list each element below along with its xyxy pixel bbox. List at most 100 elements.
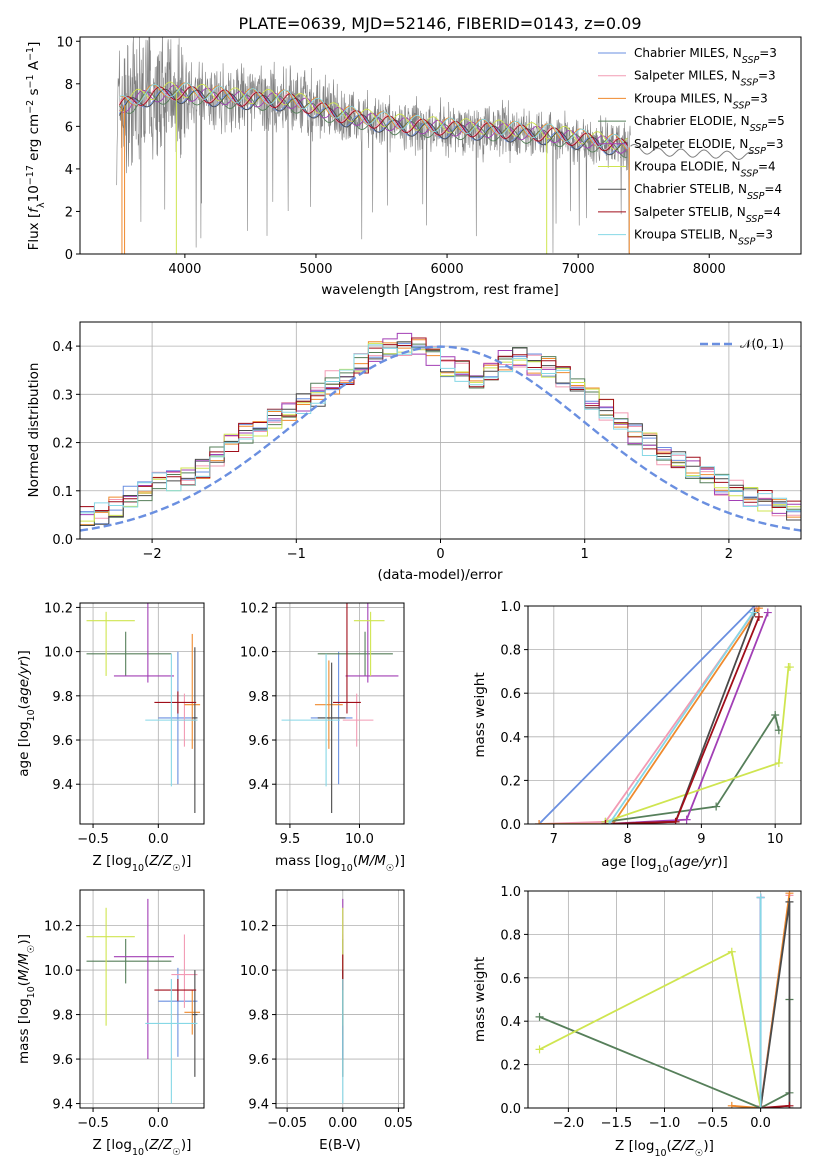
plot-area <box>86 603 201 813</box>
y-tick-label: 0.6 <box>500 687 521 702</box>
y-tick-label: 10.0 <box>44 646 73 661</box>
plot-area <box>116 37 754 254</box>
y-tick-label: 8 <box>65 78 73 93</box>
y-tick-label: 9.6 <box>248 734 269 749</box>
axes-frame <box>79 321 802 540</box>
label-part: )] <box>394 853 405 869</box>
label-part: =3 <box>758 69 776 83</box>
label-part: age/yr <box>16 659 32 704</box>
x-tick-label: −1 <box>287 547 306 562</box>
label-part: )] <box>16 650 32 661</box>
y-tick-label: 10.0 <box>44 964 73 979</box>
x-tick-label: 1 <box>581 547 589 562</box>
label-part: Z/Z <box>671 1138 696 1154</box>
plot-area <box>86 898 201 1104</box>
y-tick-label: 0.0 <box>500 818 521 833</box>
label-part: SSP <box>742 55 760 66</box>
figure-title: PLATE=0639, MJD=52146, FIBERID=0143, z=0… <box>238 14 641 33</box>
panel-mass-weight-vs-Z: −2.0 −1.5 −1.0 −0.5 0.0 0.0 0.2 0.4 0.6 0.8 1.0 Z [… <box>472 885 802 1159</box>
x-tick-label: 4000 <box>168 262 201 277</box>
x-tick-label: 6000 <box>431 262 464 277</box>
label-part: ( <box>16 704 32 709</box>
weight-line-0 <box>538 606 756 824</box>
legend-label-7: Salpeter STELIB, NSSP=4 <box>634 205 781 225</box>
legend-label-6: Chabrier STELIB, NSSP=4 <box>634 182 782 202</box>
model-line-7 <box>118 86 628 152</box>
gaussian-curve <box>80 345 801 532</box>
label-part: =4 <box>764 182 782 196</box>
x-axis-label: (data-model)/error <box>377 567 503 583</box>
x-tick-label: 7 <box>550 832 558 847</box>
weight-marker-3 <box>535 1012 544 1021</box>
x-tick-label: 9.5 <box>280 832 301 847</box>
y-tick-label: 0.4 <box>500 1015 521 1030</box>
weight-marker-2 <box>727 1101 736 1108</box>
y-tick-label: 9.6 <box>248 1053 269 1068</box>
label-part: =3 <box>755 228 773 242</box>
y-axis-label: mass [log10(M/M☉)] <box>16 934 37 1064</box>
weight-line-8 <box>608 612 754 824</box>
y-tick-label: 1.0 <box>500 600 521 615</box>
x-tick-label: 0.0 <box>148 832 169 847</box>
x-axis-label: Z [log10(Z/Z☉)] <box>93 1137 192 1158</box>
legend-label-gaussian: 𝒩(0, 1) <box>740 337 784 351</box>
label-part: ( <box>353 853 358 869</box>
legend-label-1: Salpeter MILES, NSSP=3 <box>634 69 776 89</box>
axes-frame <box>275 602 405 825</box>
y-axis-label: age [log10(age/yr)] <box>16 650 37 776</box>
panel-age-vs-mass: 9.5 10.0 9.4 9.6 9.8 10.0 10.2 mass [log10(M/M☉… <box>240 601 405 874</box>
label-part: ( <box>16 981 32 986</box>
weight-line-2 <box>539 607 760 824</box>
weight-marker-8 <box>749 608 758 617</box>
label-part: Kroupa MILES, N <box>634 91 733 105</box>
legend-label-8: Kroupa STELIB, NSSP=3 <box>634 228 773 248</box>
plot-area <box>80 332 801 532</box>
model-line-2 <box>119 82 628 151</box>
y-tick-label: 10.2 <box>44 601 73 616</box>
y-tick-label: 9.8 <box>52 690 73 705</box>
y-tick-label: 0.2 <box>500 774 521 789</box>
label-part: =3 <box>759 46 777 60</box>
label-part: M/M <box>358 853 386 869</box>
x-tick-label: 8000 <box>693 262 726 277</box>
y-tick-label: 9.8 <box>52 1009 73 1024</box>
y-tick-label: 2 <box>65 205 73 220</box>
y-tick-label: 0.3 <box>52 388 73 403</box>
label-part: SSP <box>741 77 759 88</box>
panel-mass-vs-EBV: −0.05 0.00 0.05 9.4 9.6 9.8 10.0 10.2 E(B-V) <box>240 889 413 1153</box>
histogram-step-8 <box>80 344 801 514</box>
weight-marker-2 <box>785 891 794 898</box>
spectrum-data-tail <box>630 143 754 160</box>
label-part: SSP <box>733 100 751 111</box>
weight-marker-7 <box>601 820 610 824</box>
label-part: −2 <box>25 100 36 114</box>
x-axis-label: mass [log10(M/M☉)] <box>275 853 405 874</box>
y-tick-label: 4 <box>65 163 73 178</box>
label-part: 10 <box>132 863 144 874</box>
y-tick-label: 10.0 <box>240 964 269 979</box>
y-tick-label: 0.0 <box>500 1102 521 1117</box>
label-part: ☉ <box>695 1148 704 1159</box>
model-line-8 <box>119 82 628 150</box>
weight-marker-7 <box>754 612 763 621</box>
label-part: =4 <box>763 205 781 219</box>
weight-marker-5 <box>535 1045 544 1054</box>
y-tick-label: 0.1 <box>52 485 73 500</box>
label-part: age/yr <box>674 854 719 870</box>
label-part: SSP <box>746 213 764 224</box>
y-tick-label: 1.0 <box>500 885 521 900</box>
label-part: SSP <box>741 168 759 179</box>
y-tick-label: 9.4 <box>248 1098 269 1113</box>
y-tick-label: 0.2 <box>500 1059 521 1074</box>
y-tick-label: 9.4 <box>248 778 269 793</box>
y-tick-label: 0.8 <box>500 928 521 943</box>
label-part: 10 <box>26 185 42 202</box>
label-part: )] <box>16 934 32 945</box>
label-part: f <box>26 206 42 213</box>
weight-marker-3 <box>771 711 780 719</box>
label-part: =4 <box>758 160 776 174</box>
label-part: =5 <box>767 114 785 128</box>
label-part: 10 <box>26 709 37 721</box>
